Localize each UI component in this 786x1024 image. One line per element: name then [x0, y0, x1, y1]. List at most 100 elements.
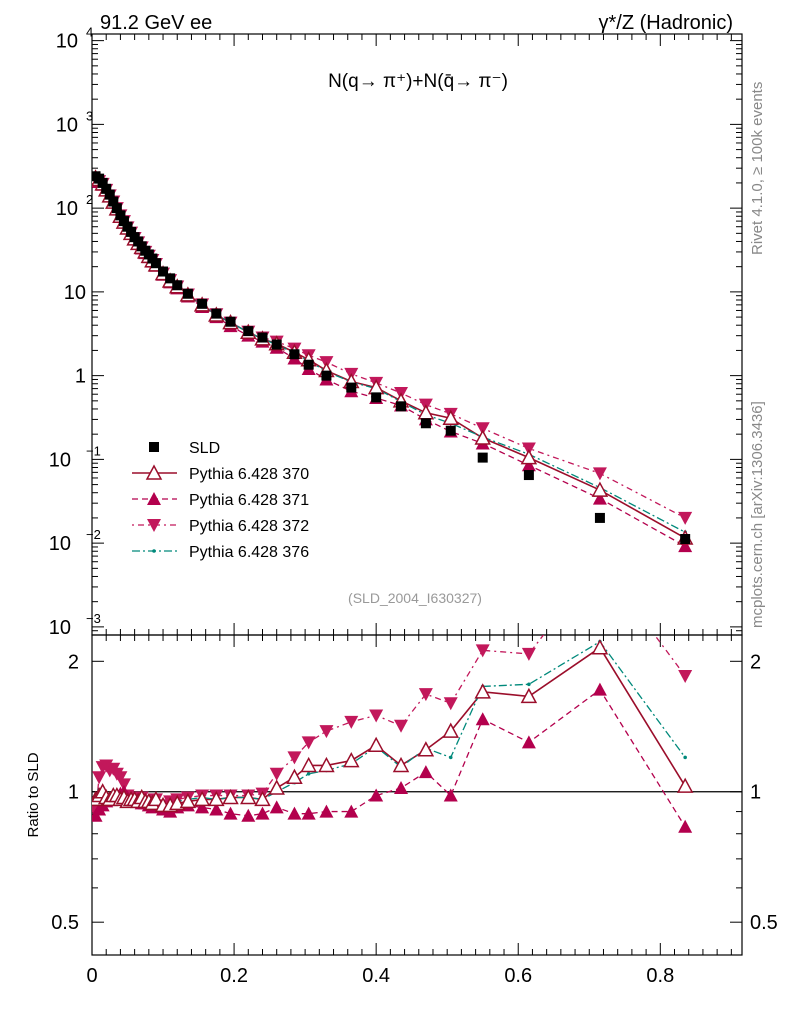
p371-marker: [418, 765, 433, 779]
legend-label-sld: SLD: [189, 440, 220, 457]
ratio-ytick-label: 2: [68, 651, 79, 673]
p370-marker: [145, 464, 163, 480]
p370-marker: [520, 449, 538, 465]
p371-marker: [287, 806, 302, 820]
sld-marker: [396, 401, 407, 412]
p376-marker: [683, 755, 687, 760]
side-label-top: Rivet 4.1.0, ≥ 100k events: [749, 82, 766, 255]
sld-marker: [104, 189, 115, 200]
p376-line: [95, 177, 686, 533]
p376-ratio-line: [95, 640, 686, 807]
sld-marker: [445, 425, 456, 436]
p372-marker: [521, 442, 536, 456]
ratio-frame: [91, 634, 743, 956]
main-ytick-label: 1: [75, 366, 86, 388]
p370-marker: [343, 752, 360, 768]
sld-marker: [101, 183, 112, 194]
p370-marker: [392, 756, 410, 773]
ratio-xtick-label: 0.4: [362, 965, 390, 987]
p370-marker: [240, 788, 257, 805]
ratio-xtick-label: 0.2: [220, 965, 248, 987]
ratio-ylabel: Ratio to SLD: [25, 752, 42, 837]
main-ytick-exp: 2: [86, 192, 93, 207]
p376-marker: [527, 682, 531, 687]
p372-marker: [475, 644, 490, 658]
p371-marker: [443, 788, 458, 802]
sld-marker: [271, 339, 282, 350]
p372-marker: [287, 751, 302, 765]
sld-marker: [172, 280, 183, 291]
sld-marker: [150, 258, 161, 269]
sld-marker: [97, 177, 108, 188]
p371-marker: [209, 802, 224, 816]
sld-marker: [371, 392, 382, 403]
sld-marker: [126, 226, 137, 237]
ratio-data: [92, 635, 694, 833]
p370-marker: [442, 409, 459, 425]
ratio-xtick-label: 0.8: [646, 965, 674, 987]
sld-marker: [346, 382, 357, 393]
p372-marker: [113, 771, 128, 785]
p370-marker: [417, 404, 435, 420]
main-ytick-label: 10: [64, 282, 86, 304]
legend: SLD Pythia 6.428 370 Pythia 6.428 371 Pythi…: [132, 440, 309, 561]
p372-marker: [443, 697, 458, 711]
sld-marker: [149, 442, 159, 452]
p371-marker: [475, 712, 490, 726]
sld-marker: [158, 266, 169, 277]
p372-marker: [369, 709, 384, 723]
p371-marker: [319, 804, 334, 818]
p372-marker: [269, 767, 284, 781]
p370-ratio-line: [94, 646, 686, 807]
main-ytick-label: 10: [56, 198, 78, 220]
legend-label-p372: Pythia 6.428 372: [189, 518, 309, 535]
main-ytick-label: 10: [49, 617, 71, 639]
p371-marker: [394, 781, 409, 795]
sld-marker: [225, 316, 236, 327]
sld-marker: [197, 298, 208, 309]
p370-marker: [474, 429, 491, 445]
sld-marker: [420, 418, 431, 429]
p371-marker: [521, 735, 536, 749]
sld-marker: [122, 221, 133, 232]
p371-marker: [369, 788, 384, 802]
sld-marker: [243, 326, 254, 337]
legend-label-p370: Pythia 6.428 370: [189, 466, 309, 483]
p372-marker: [147, 519, 161, 532]
sld-marker: [118, 216, 129, 227]
p370-marker: [474, 683, 491, 699]
ratio-xtick-label: 0.6: [504, 965, 532, 987]
main-ytick-label: 10: [56, 114, 78, 136]
p371-marker: [241, 808, 256, 822]
p371-marker: [301, 806, 316, 820]
p371-marker: [521, 458, 536, 472]
p370-marker: [222, 788, 239, 805]
p371-marker: [678, 539, 693, 553]
p376-marker: [152, 549, 156, 553]
p372-marker: [475, 422, 490, 436]
ratio-ytick-label-right: 2: [750, 651, 761, 673]
p372-marker: [418, 688, 433, 702]
p370-marker: [591, 481, 609, 497]
p372-marker: [92, 771, 107, 785]
ratio-ytick-label: 1: [68, 782, 79, 804]
p372-marker: [521, 647, 536, 661]
p371-marker: [678, 819, 693, 833]
main-ytick-label: 10: [49, 449, 71, 471]
header-right: γ*/Z (Hadronic): [599, 12, 733, 34]
p370-marker: [417, 741, 435, 757]
p372-line: [95, 179, 686, 519]
legend-label-p376: Pythia 6.428 376: [189, 544, 309, 561]
p376-marker: [306, 772, 311, 776]
ratio-ytick-label: 0.5: [51, 912, 79, 934]
sld-marker: [289, 349, 300, 360]
p371-marker: [592, 682, 607, 696]
p371-marker: [592, 491, 607, 505]
side-label-bottom: mcplots.cern.ch [arXiv:1306.3436]: [749, 401, 766, 628]
ratio-ytick-label-right: 0.5: [750, 912, 778, 934]
sld-marker: [523, 470, 534, 481]
ratio-ytick-label-right: 1: [750, 782, 761, 804]
p370-marker: [591, 639, 609, 655]
p372-marker: [301, 736, 316, 750]
